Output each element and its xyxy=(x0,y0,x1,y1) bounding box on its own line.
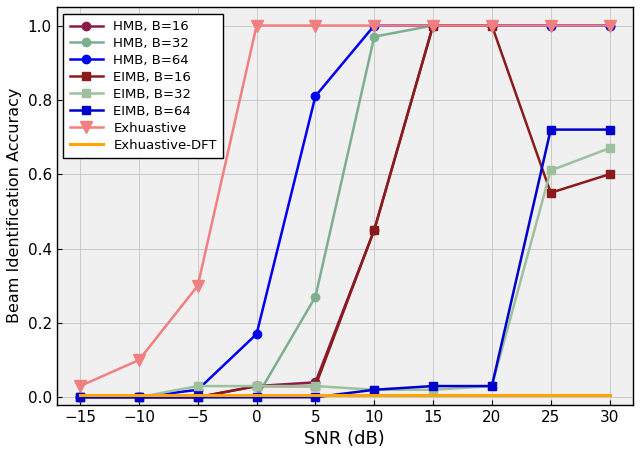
EIMB, B=64 xyxy=(605,127,613,132)
EIMB, B=32 xyxy=(547,168,554,173)
X-axis label: SNR (dB): SNR (dB) xyxy=(305,430,385,448)
Line: EIMB, B=64: EIMB, B=64 xyxy=(76,126,614,401)
Exhuastive-DFT xyxy=(429,393,437,398)
HMB, B=16 xyxy=(605,23,613,28)
Exhuastive-DFT xyxy=(135,393,143,398)
EIMB, B=16 xyxy=(76,394,84,400)
EIMB, B=16 xyxy=(605,172,613,177)
Exhuastive-DFT xyxy=(76,393,84,398)
HMB, B=64 xyxy=(371,23,378,28)
Exhuastive xyxy=(429,23,437,28)
Exhuastive xyxy=(547,23,554,28)
HMB, B=16 xyxy=(371,227,378,233)
Y-axis label: Beam Identification Accuracy: Beam Identification Accuracy xyxy=(7,88,22,324)
EIMB, B=16 xyxy=(547,190,554,196)
Exhuastive-DFT xyxy=(488,393,496,398)
HMB, B=64 xyxy=(429,23,437,28)
EIMB, B=64 xyxy=(371,387,378,393)
Line: EIMB, B=16: EIMB, B=16 xyxy=(76,21,614,401)
Exhuastive-DFT xyxy=(312,393,319,398)
HMB, B=16 xyxy=(76,394,84,400)
EIMB, B=16 xyxy=(194,394,202,400)
EIMB, B=32 xyxy=(135,394,143,400)
Exhuastive xyxy=(194,283,202,288)
Exhuastive xyxy=(371,23,378,28)
HMB, B=32 xyxy=(76,394,84,400)
EIMB, B=32 xyxy=(253,383,260,389)
Exhuastive xyxy=(488,23,496,28)
EIMB, B=64 xyxy=(312,394,319,400)
Exhuastive xyxy=(135,357,143,363)
HMB, B=32 xyxy=(194,394,202,400)
EIMB, B=32 xyxy=(429,387,437,393)
HMB, B=16 xyxy=(488,23,496,28)
EIMB, B=16 xyxy=(429,23,437,28)
Exhuastive xyxy=(76,383,84,389)
HMB, B=16 xyxy=(429,23,437,28)
EIMB, B=64 xyxy=(253,394,260,400)
Exhuastive-DFT xyxy=(371,393,378,398)
HMB, B=64 xyxy=(488,23,496,28)
HMB, B=16 xyxy=(312,379,319,385)
HMB, B=32 xyxy=(312,294,319,299)
HMB, B=32 xyxy=(547,23,554,28)
EIMB, B=32 xyxy=(312,383,319,389)
EIMB, B=64 xyxy=(135,394,143,400)
Line: Exhuastive: Exhuastive xyxy=(75,20,615,392)
HMB, B=16 xyxy=(194,394,202,400)
HMB, B=32 xyxy=(371,34,378,40)
Line: HMB, B=64: HMB, B=64 xyxy=(76,21,614,401)
HMB, B=64 xyxy=(194,387,202,393)
HMB, B=32 xyxy=(429,23,437,28)
EIMB, B=16 xyxy=(371,227,378,233)
Line: HMB, B=16: HMB, B=16 xyxy=(76,21,614,401)
HMB, B=16 xyxy=(253,383,260,389)
Exhuastive xyxy=(605,23,613,28)
EIMB, B=32 xyxy=(194,383,202,389)
HMB, B=16 xyxy=(135,394,143,400)
HMB, B=32 xyxy=(253,394,260,400)
Exhuastive xyxy=(312,23,319,28)
Line: HMB, B=32: HMB, B=32 xyxy=(76,21,614,401)
HMB, B=64 xyxy=(312,93,319,99)
EIMB, B=32 xyxy=(488,383,496,389)
HMB, B=64 xyxy=(135,394,143,400)
EIMB, B=16 xyxy=(312,383,319,389)
Exhuastive-DFT xyxy=(194,393,202,398)
Exhuastive-DFT xyxy=(605,393,613,398)
EIMB, B=32 xyxy=(605,146,613,151)
HMB, B=32 xyxy=(135,394,143,400)
HMB, B=64 xyxy=(253,331,260,337)
HMB, B=16 xyxy=(547,23,554,28)
EIMB, B=32 xyxy=(76,394,84,400)
EIMB, B=16 xyxy=(488,23,496,28)
HMB, B=64 xyxy=(547,23,554,28)
EIMB, B=64 xyxy=(76,394,84,400)
HMB, B=32 xyxy=(488,23,496,28)
Exhuastive-DFT xyxy=(547,393,554,398)
EIMB, B=64 xyxy=(429,383,437,389)
Exhuastive-DFT xyxy=(253,393,260,398)
Line: EIMB, B=32: EIMB, B=32 xyxy=(76,144,614,401)
EIMB, B=16 xyxy=(253,383,260,389)
Legend: HMB, B=16, HMB, B=32, HMB, B=64, EIMB, B=16, EIMB, B=32, EIMB, B=64, Exhuastive,: HMB, B=16, HMB, B=32, HMB, B=64, EIMB, B… xyxy=(63,14,223,158)
EIMB, B=16 xyxy=(135,394,143,400)
HMB, B=32 xyxy=(605,23,613,28)
HMB, B=64 xyxy=(76,394,84,400)
HMB, B=64 xyxy=(605,23,613,28)
EIMB, B=32 xyxy=(371,387,378,393)
EIMB, B=64 xyxy=(194,394,202,400)
EIMB, B=64 xyxy=(547,127,554,132)
Exhuastive xyxy=(253,23,260,28)
EIMB, B=64 xyxy=(488,383,496,389)
